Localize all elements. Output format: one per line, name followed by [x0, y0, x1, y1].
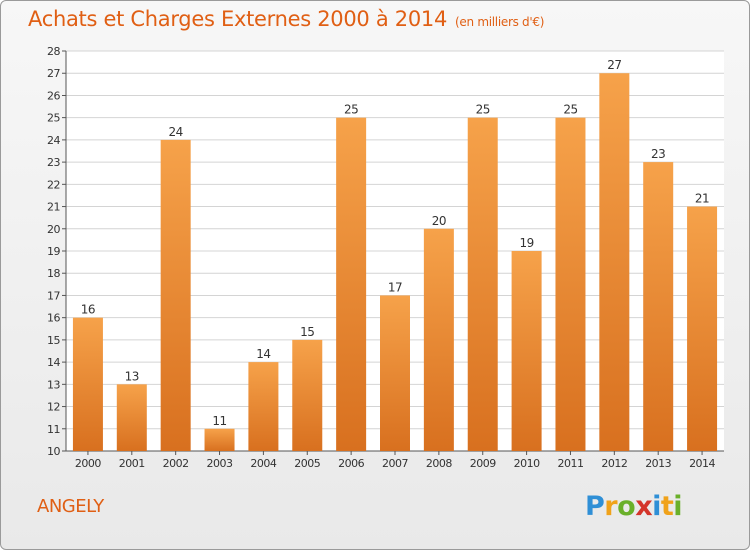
- y-tick-label: 12: [47, 401, 60, 414]
- y-tick-label: 27: [47, 67, 60, 80]
- x-tick-label: 2010: [514, 457, 540, 470]
- y-tick-label: 14: [47, 356, 60, 369]
- commune-name: ANGELY: [37, 496, 104, 517]
- y-tick-label: 16: [47, 312, 60, 325]
- bar: [687, 206, 718, 451]
- bar-value-label: 17: [388, 280, 402, 294]
- bar-value-label: 24: [169, 125, 183, 139]
- bar: [292, 339, 323, 451]
- x-tick-label: 2004: [250, 457, 276, 470]
- x-tick-label: 2013: [645, 457, 671, 470]
- y-tick-label: 17: [47, 289, 60, 302]
- y-tick-label: 22: [47, 178, 60, 191]
- bar: [204, 428, 235, 451]
- logo-letter: P: [585, 491, 605, 522]
- bar: [336, 117, 367, 452]
- x-tick-label: 2006: [338, 457, 364, 470]
- x-tick-label: 2012: [601, 457, 627, 470]
- title-text: Achats et Charges Externes 2000 à 2014: [28, 7, 448, 31]
- y-tick-label: 21: [47, 201, 60, 214]
- bar-value-label: 13: [125, 369, 139, 383]
- y-tick-label: 26: [47, 89, 60, 102]
- chart-title: Achats et Charges Externes 2000 à 2014 (e…: [28, 7, 544, 31]
- x-tick-label: 2002: [163, 457, 189, 470]
- bar-value-label: 25: [563, 103, 577, 117]
- y-tick-label: 20: [47, 223, 60, 236]
- bar-value-label: 11: [212, 414, 226, 428]
- bar: [467, 117, 498, 452]
- y-tick-label: 18: [47, 267, 60, 280]
- y-tick-label: 23: [47, 156, 60, 169]
- bar-value-label: 15: [300, 325, 314, 339]
- x-tick-label: 2007: [382, 457, 408, 470]
- bar: [380, 295, 410, 451]
- y-tick-label: 10: [47, 445, 60, 458]
- x-tick-label: 2001: [119, 457, 145, 470]
- y-tick-label: 19: [47, 245, 60, 258]
- x-tick-label: 2000: [75, 457, 101, 470]
- bar-value-label: 16: [81, 303, 95, 317]
- bar: [160, 139, 191, 451]
- y-tick-label: 24: [47, 134, 60, 147]
- bar-value-label: 19: [519, 236, 533, 250]
- bar-value-label: 25: [344, 103, 358, 117]
- y-tick-label: 28: [47, 45, 60, 58]
- logo-letter: r: [604, 491, 618, 522]
- bar-value-label: 27: [607, 58, 621, 72]
- x-tick-label: 2005: [294, 457, 320, 470]
- bar: [643, 162, 674, 451]
- logo-letter: o: [617, 491, 636, 522]
- logo-letter: i: [673, 491, 683, 522]
- y-tick-label: 13: [47, 378, 60, 391]
- logo-letter: i: [652, 491, 661, 522]
- bar: [248, 362, 279, 451]
- bar: [72, 317, 103, 451]
- y-tick-label: 25: [47, 112, 60, 125]
- y-tick-label: 11: [47, 423, 60, 436]
- proxiti-logo: Proxiti: [585, 491, 683, 522]
- x-tick-label: 2011: [557, 457, 583, 470]
- bar-value-label: 14: [256, 347, 270, 361]
- x-tick-label: 2003: [207, 457, 233, 470]
- bar-value-label: 21: [695, 192, 709, 206]
- bar-value-label: 25: [476, 103, 490, 117]
- bar: [423, 228, 454, 451]
- bar: [511, 251, 542, 451]
- unit-label: (en milliers d'€): [455, 15, 545, 29]
- bar: [116, 384, 147, 451]
- bar-value-label: 23: [651, 147, 665, 161]
- x-tick-label: 2009: [470, 457, 496, 470]
- x-tick-label: 2014: [689, 457, 715, 470]
- x-tick-label: 2008: [426, 457, 452, 470]
- bar: [555, 117, 586, 452]
- bar: [599, 73, 630, 451]
- bar-value-label: 20: [432, 214, 446, 228]
- logo-letter: x: [635, 491, 653, 522]
- y-tick-label: 15: [47, 334, 60, 347]
- logo-letter: t: [660, 491, 674, 522]
